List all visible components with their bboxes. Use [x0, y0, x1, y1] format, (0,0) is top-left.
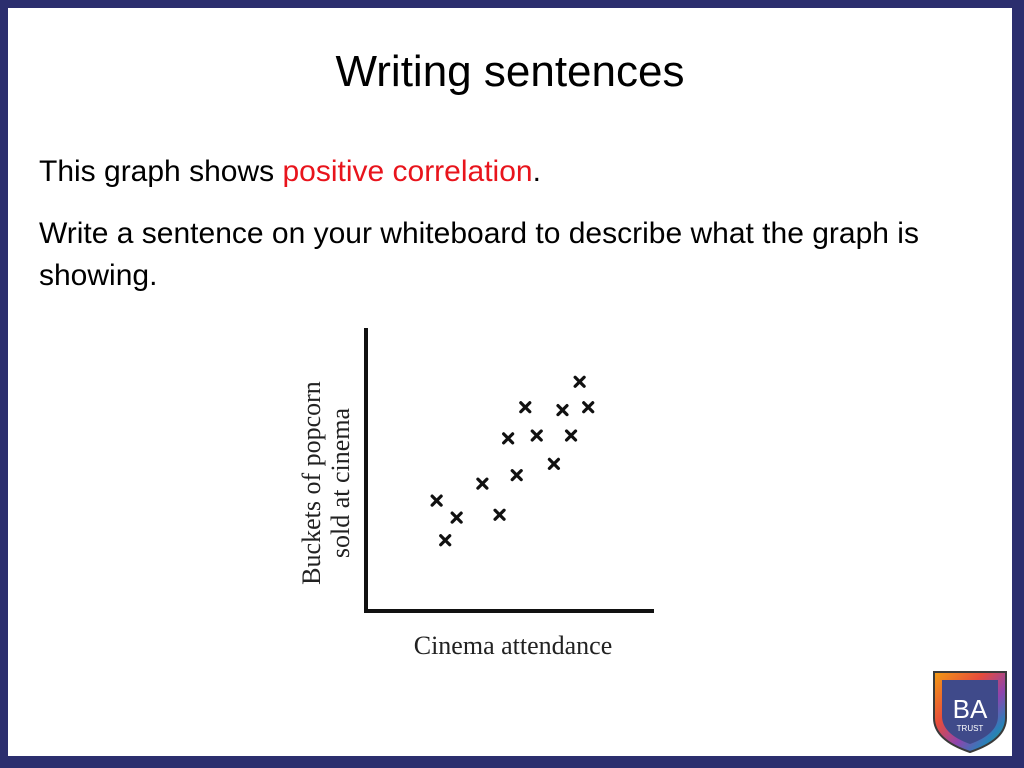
data-point-12 — [564, 429, 578, 442]
statement-prefix: This graph shows — [39, 155, 283, 188]
statement-line: This graph shows positive correlation. — [39, 154, 541, 190]
logo-subtitle: TRUST — [957, 724, 984, 733]
instruction-text: Write a sentence on your whiteboard to d… — [39, 217, 919, 292]
data-point-3 — [450, 511, 463, 524]
data-point-6 — [502, 432, 515, 445]
data-point-5 — [493, 508, 506, 521]
y-axis-label-line2: sold at cinema — [326, 407, 355, 558]
scatter-chart: Buckets of popcorn sold at cinema Cinema… — [297, 328, 654, 660]
shield-icon: BA TRUST — [933, 671, 1007, 754]
data-point-9 — [530, 429, 543, 442]
data-point-11 — [556, 403, 569, 417]
slide-title: Writing sentences — [335, 47, 685, 96]
logo-letters: BA — [953, 694, 988, 724]
data-point-1 — [430, 494, 443, 507]
data-point-13 — [573, 375, 586, 388]
slide: Writing sentences This graph shows posit… — [8, 8, 1012, 756]
y-label-group: Buckets of popcorn sold at cinema — [297, 381, 355, 585]
data-point-7 — [510, 469, 523, 482]
y-axis-label-line1: Buckets of popcorn — [297, 381, 326, 585]
data-points — [430, 375, 595, 547]
statement-suffix: . — [532, 155, 541, 188]
data-point-8 — [519, 401, 532, 414]
data-point-10 — [547, 457, 560, 470]
data-point-14 — [582, 401, 595, 414]
x-axis-label: Cinema attendance — [414, 631, 613, 660]
highlighted-term: positive correlation — [282, 155, 533, 188]
data-point-4 — [476, 477, 489, 490]
data-point-2 — [439, 534, 452, 547]
